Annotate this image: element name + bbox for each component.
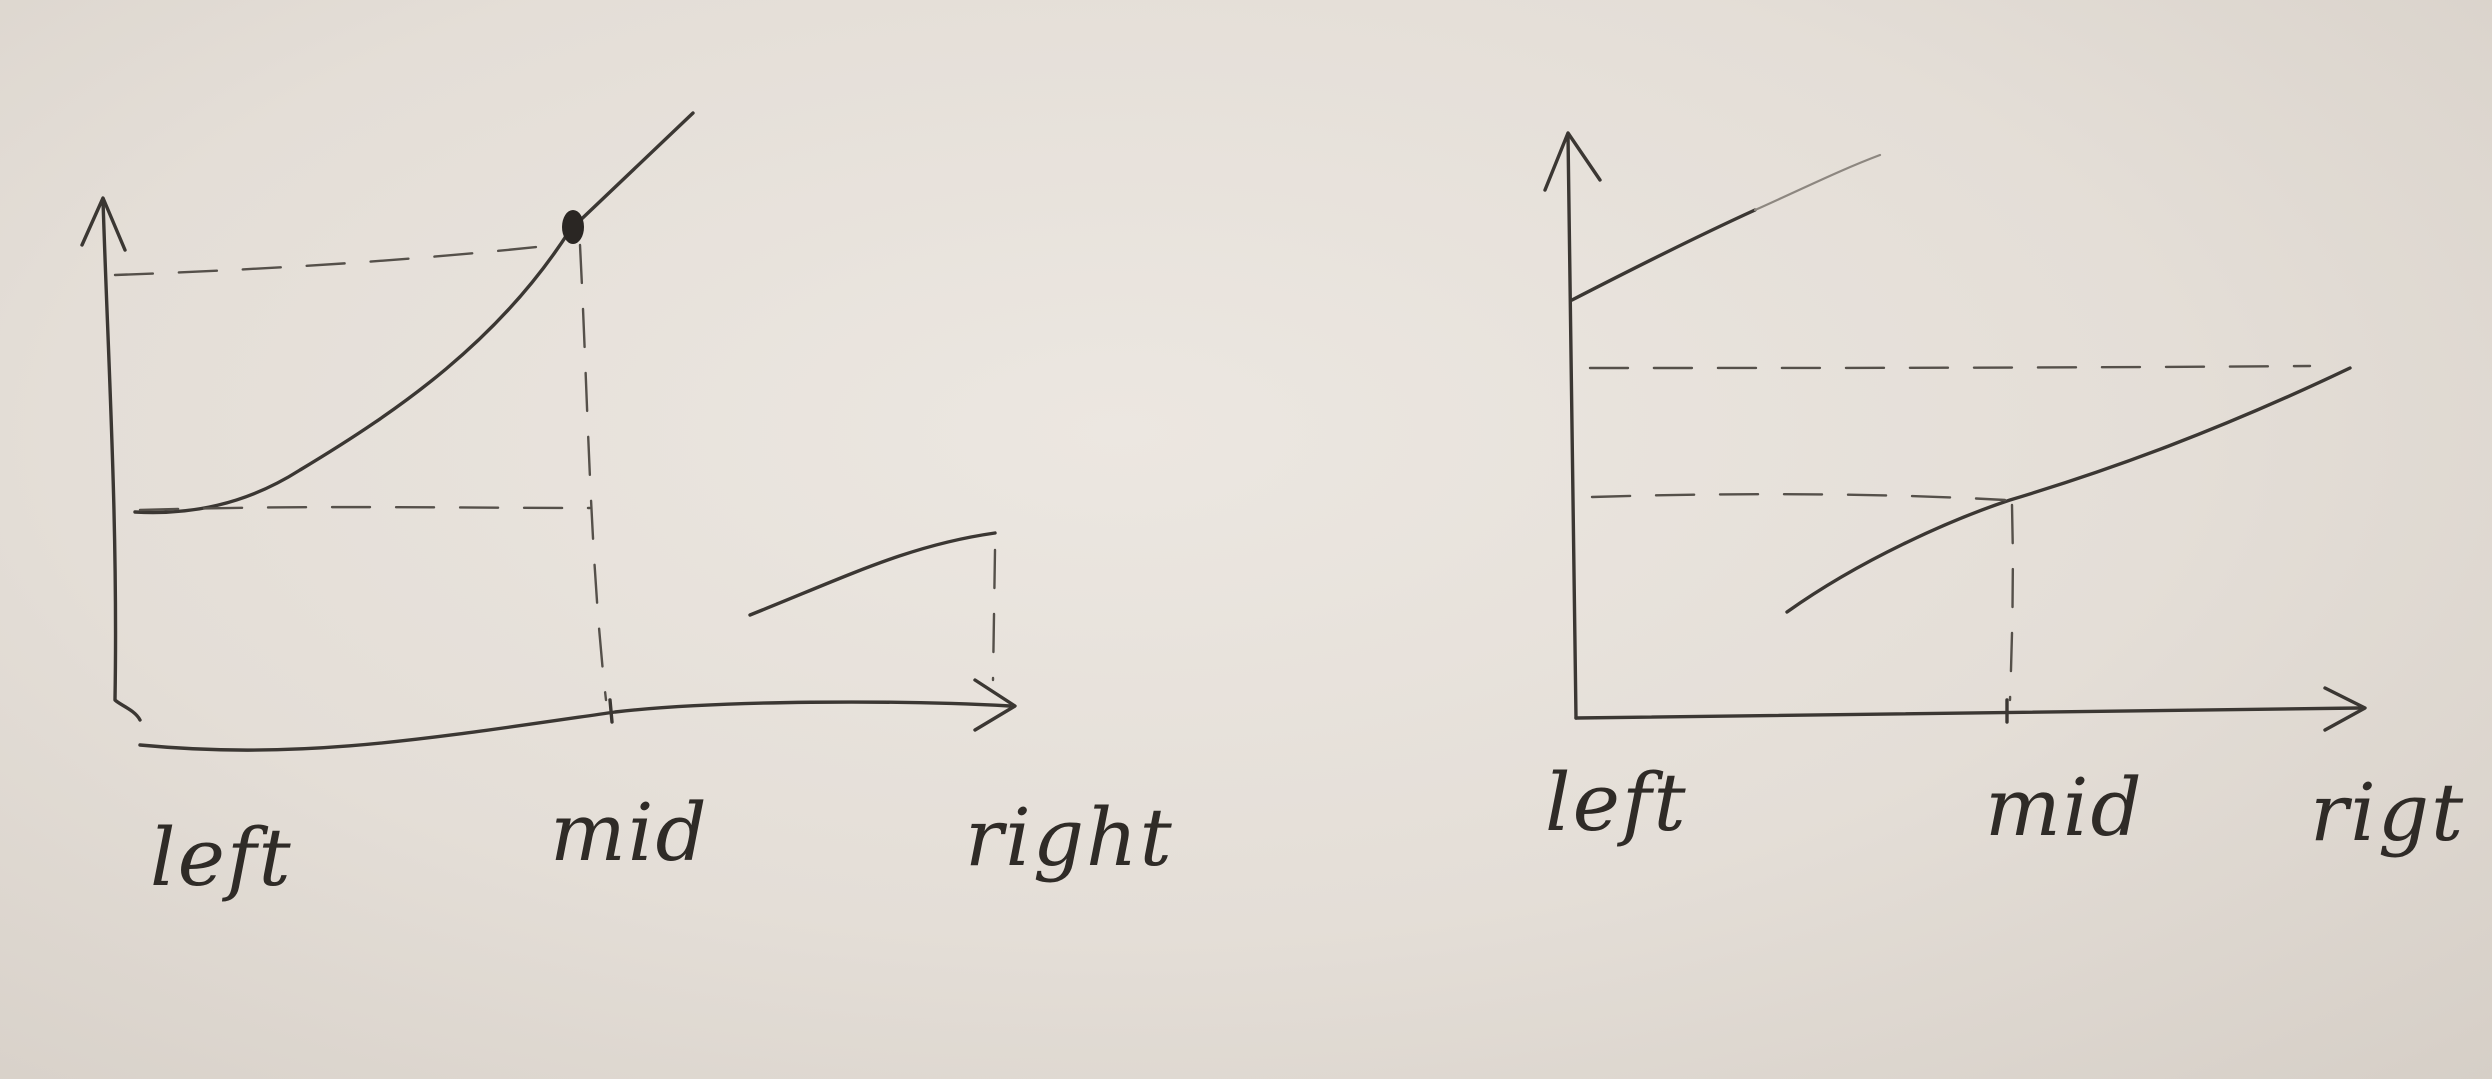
left-graph-label-left: left <box>150 811 293 904</box>
left-graph-label-mid: mid <box>550 786 709 879</box>
left-graph-label-right: right <box>965 791 1174 884</box>
right-graph-upper-segment <box>1570 208 1757 302</box>
right-graph-x-axis <box>1574 706 2362 720</box>
right-graph: left mid rigt <box>1543 131 2465 859</box>
right-graph-x-axis-arrowhead <box>2323 686 2367 732</box>
left-graph-x-axis <box>138 700 1012 752</box>
right-graph-upper-segment-faint <box>1753 153 1882 212</box>
right-graph-label-mid: mid <box>1985 761 2144 854</box>
right-graph-lower-line <box>1785 366 2352 614</box>
right-graph-label-left: left <box>1545 756 1688 849</box>
right-graph-label-right: rigt <box>2310 766 2465 859</box>
left-graph-dashed-vertical <box>578 243 608 702</box>
left-graph-marked-point <box>562 210 584 244</box>
right-graph-y-axis-arrowhead <box>1543 131 1602 192</box>
right-graph-dashed-lower <box>1590 492 2007 502</box>
left-graph-y-axis-arrowhead <box>80 196 127 252</box>
left-graph-y-axis <box>101 198 142 722</box>
left-graph-right-segment <box>748 531 997 617</box>
left-graph-mid-tick <box>608 698 614 724</box>
left-graph-dashed-upper <box>113 243 557 277</box>
right-graph-dashed-upper <box>1588 364 2312 370</box>
left-graph-dashed-lower <box>138 505 592 512</box>
right-graph-y-axis <box>1566 133 1578 720</box>
right-graph-dashed-vertical <box>2008 503 2015 702</box>
left-graph: left mid right <box>80 111 1174 904</box>
left-graph-curve <box>133 111 695 515</box>
left-graph-dashed-right <box>991 548 997 682</box>
left-graph-x-axis-arrowhead <box>973 678 1017 732</box>
